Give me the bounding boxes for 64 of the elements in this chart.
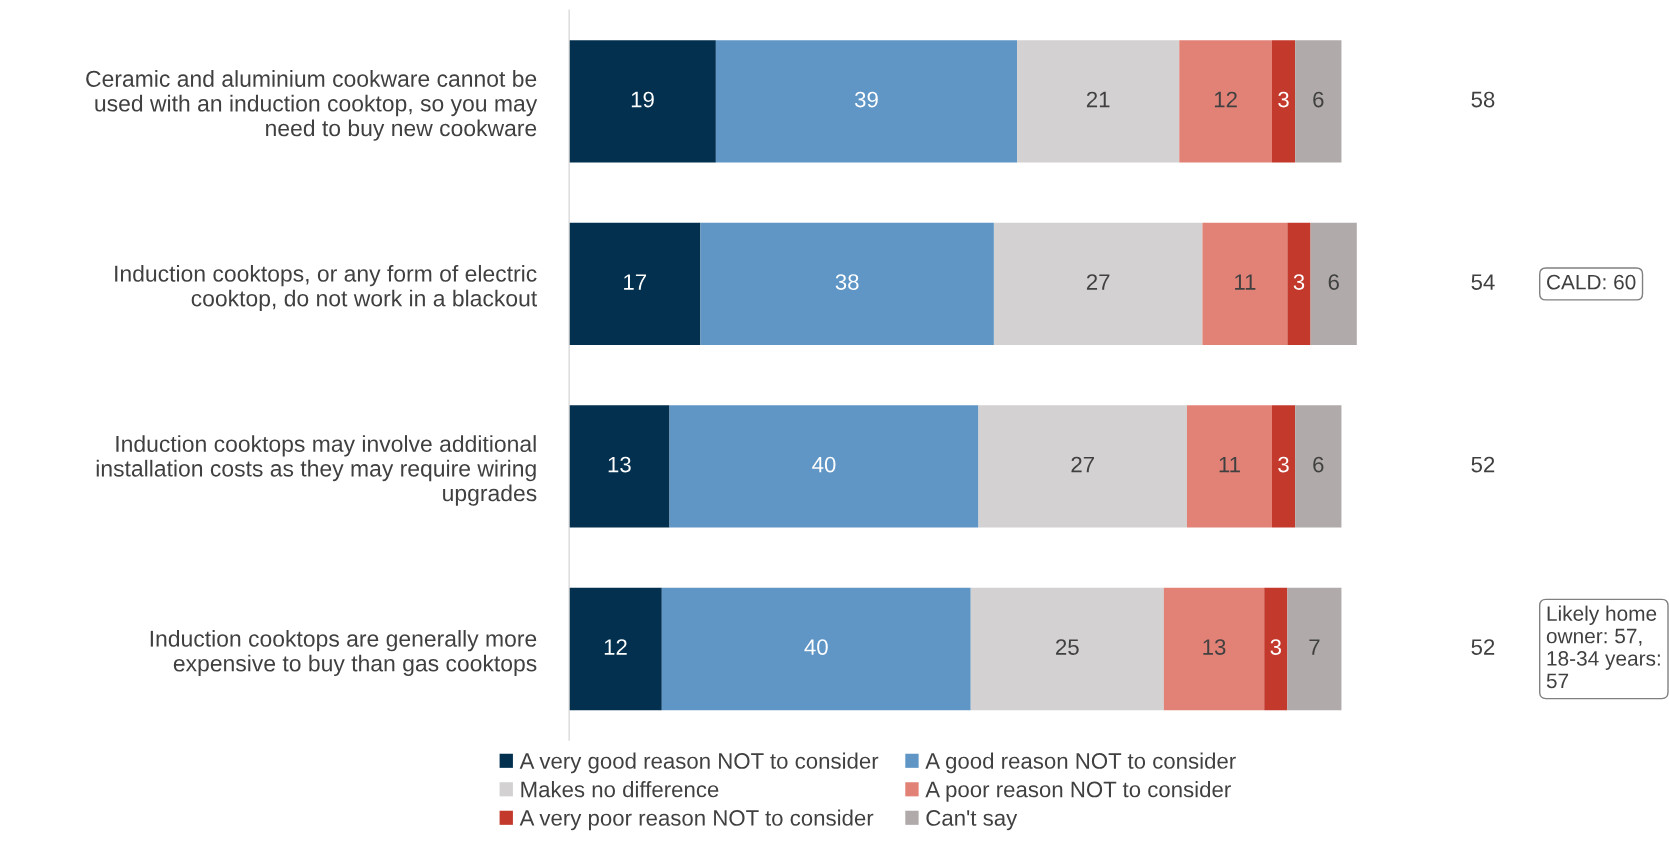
text: 54 <box>1471 274 1495 290</box>
bar <box>1179 40 1272 163</box>
data-label: 17 <box>624 274 647 290</box>
data-label: 7 <box>1309 639 1320 655</box>
text: CALD: 60 <box>1547 274 1636 290</box>
text: 52 <box>1471 639 1495 655</box>
data-label: 27 <box>1071 456 1094 473</box>
bar <box>1017 40 1180 163</box>
data-label: 38 <box>835 274 859 290</box>
bar <box>569 587 662 711</box>
bar <box>669 405 979 528</box>
data-label: 12 <box>1214 91 1237 108</box>
data-label: 3 <box>1270 639 1282 655</box>
data-label: 27 <box>1086 274 1110 290</box>
bar <box>1271 405 1296 528</box>
y-tick-label: Ceramic and aluminium cookware cannot be used with an induction cooktop, so you may need to buy new cookware <box>86 70 538 141</box>
legend-label: A poor reason NOT to consider <box>925 781 1231 802</box>
data-label: 11 <box>1235 274 1256 290</box>
bar <box>1264 587 1288 711</box>
bar <box>1287 587 1342 711</box>
data-label: 40 <box>812 456 836 473</box>
data-label: 13 <box>608 456 631 473</box>
text: Likely home owner: 57, 18-34 years: 57 <box>1546 605 1660 689</box>
data-label: 12 <box>604 639 627 655</box>
data-label: 39 <box>854 91 878 108</box>
data-label: 6 <box>1328 274 1339 290</box>
text: 58 <box>1471 91 1495 108</box>
bar <box>1163 587 1265 711</box>
bar <box>569 40 716 163</box>
y-tick-label: Induction cooktops, or any form of electric cooktop, do not work in a blackout <box>115 264 538 311</box>
data-label: 6 <box>1313 456 1324 473</box>
bar <box>1271 40 1296 163</box>
bar <box>569 405 670 528</box>
legend-label: A very good reason NOT to consider <box>519 752 879 774</box>
bar <box>1295 405 1342 528</box>
data-label: 11 <box>1219 456 1240 473</box>
data-label: 40 <box>804 639 828 655</box>
legend-label: Makes no difference <box>521 781 719 798</box>
bar <box>1186 405 1272 528</box>
bar <box>970 587 1164 711</box>
bar <box>1287 222 1311 346</box>
data-label: 3 <box>1278 456 1289 473</box>
bar <box>1310 222 1357 346</box>
data-label: 3 <box>1293 274 1305 290</box>
legend-label: A very poor reason NOT to consider <box>519 809 874 831</box>
legend-label: Can't say <box>926 810 1018 831</box>
data-label: 3 <box>1278 91 1289 108</box>
bar <box>661 587 971 711</box>
bar <box>700 222 994 346</box>
y-tick-label: Induction cooktops may involve additional installation costs as they may require wiring upgrades <box>96 435 537 506</box>
bar <box>1295 40 1342 163</box>
data-label: 25 <box>1056 639 1079 655</box>
legend-label: A good reason NOT to consider <box>925 752 1236 774</box>
data-label: 6 <box>1313 91 1324 108</box>
text: 52 <box>1471 456 1495 473</box>
bar <box>715 40 1018 163</box>
data-label: 21 <box>1086 91 1110 108</box>
data-label: 19 <box>631 91 654 108</box>
y-tick-label: Induction cooktops are generally more expensive to buy than gas cooktops <box>150 630 537 677</box>
data-label: 13 <box>1203 639 1226 655</box>
bar <box>569 222 701 346</box>
bar <box>993 222 1203 346</box>
bar <box>1202 222 1288 346</box>
bar <box>978 405 1187 528</box>
